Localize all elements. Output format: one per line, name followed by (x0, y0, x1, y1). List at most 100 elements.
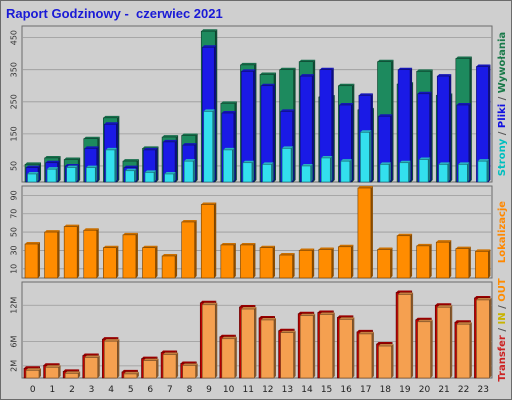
bar-in-top (358, 331, 374, 334)
bar-transfer-top (337, 315, 354, 318)
bar-lokalizacje-side (96, 228, 99, 278)
bar-pliki-top (163, 139, 178, 142)
x-tick-label: 15 (321, 385, 332, 395)
x-tick-label: 10 (223, 385, 235, 395)
bar-strony-side (271, 162, 274, 182)
bar-in-top (300, 313, 316, 316)
bar-transfer-top (317, 310, 334, 313)
bar-strony (281, 148, 292, 183)
bar-lokalizacje-top (279, 253, 295, 256)
bar-strony-top (66, 165, 78, 168)
bar-strony-side (232, 147, 235, 182)
bar-in (260, 319, 275, 379)
bar-strony (418, 159, 429, 183)
x-tick-label: 12 (262, 385, 273, 395)
bar-in-side (430, 319, 433, 378)
bar-transfer-top (356, 329, 373, 332)
bar-strony-top (321, 155, 333, 158)
bar-strony-top (458, 162, 470, 165)
bar-in (123, 373, 138, 379)
bar-strony-top (86, 165, 98, 168)
bar-strony (144, 172, 155, 183)
bar-strony-top (380, 162, 391, 165)
bar-lokalizacje (357, 187, 372, 279)
bar-in-side (39, 368, 41, 378)
bar-lokalizacje-side (292, 253, 295, 278)
bar-lokalizacje-side (273, 245, 275, 278)
bar-wywołania-top (416, 69, 433, 72)
bar-strony-side (428, 157, 431, 182)
bar-lokalizacje-top (338, 244, 354, 247)
bar-lokalizacje-top (318, 247, 334, 250)
y-axis-label-visits: Lokalizacje (497, 201, 508, 263)
bar-strony (438, 164, 449, 183)
bar-lokalizacje-top (260, 245, 275, 248)
bar-lokalizacje-top (142, 245, 158, 248)
bar-lokalizacje-side (390, 247, 393, 278)
bar-strony-side (467, 162, 470, 182)
bar-strony-side (447, 162, 450, 182)
bar-in (241, 308, 255, 379)
bar-lokalizacje (259, 247, 274, 279)
bar-lokalizacje (279, 254, 293, 279)
bar-in-top (417, 319, 433, 322)
bar-transfer-top (298, 311, 315, 314)
bar-strony-side (193, 159, 196, 182)
bar-lokalizacje-top (436, 240, 452, 243)
bar-in (143, 360, 157, 379)
bar-lokalizacje-side (410, 233, 413, 278)
bar-lokalizacje (83, 229, 98, 279)
bar-in-top (456, 322, 472, 325)
bar-in (339, 319, 353, 379)
bar-transfer-top (454, 320, 471, 323)
bar-in-top (182, 363, 198, 366)
x-tick-label: 5 (128, 385, 134, 395)
bar-in-top (163, 352, 179, 355)
bar-in-top (104, 339, 120, 342)
bar-in-top (378, 344, 394, 347)
bar-in-top (261, 317, 276, 320)
bar-strony-top (301, 163, 313, 166)
bar-in-side (234, 336, 237, 378)
bar-lokalizacje (377, 249, 391, 279)
bar-lokalizacje (455, 248, 470, 279)
y-axis-label-traffic: Strony / Pliki / Wywołania (497, 32, 508, 176)
bar-lokalizacje-top (397, 233, 413, 236)
bar-lokalizacje (63, 226, 78, 279)
bar-in (201, 304, 216, 379)
bar-transfer-top (474, 295, 491, 298)
y-tick-label: 50 (10, 161, 19, 171)
bar-lokalizacje (44, 231, 58, 279)
bar-in (476, 299, 490, 379)
bar-in (45, 366, 59, 379)
bar-transfer-top (396, 290, 413, 293)
bar-in-side (313, 313, 316, 378)
bar-lokalizacje-top (44, 230, 60, 233)
bar-pliki-side (331, 67, 334, 182)
bar-in-side (274, 317, 276, 378)
x-tick-label: 18 (380, 385, 392, 395)
bar-lokalizacje-top (25, 242, 40, 245)
bar-wywołania-top (162, 135, 179, 138)
bar-pliki-top (45, 160, 60, 163)
bar-lokalizacje-side (214, 202, 217, 278)
bar-in-top (280, 330, 296, 333)
bar-lokalizacje-side (429, 243, 432, 278)
bar-in-top (84, 355, 100, 358)
bar-strony (203, 111, 214, 183)
bar-in-side (293, 330, 296, 378)
plot-area-traffic (21, 25, 493, 183)
bar-lokalizacje (181, 221, 195, 279)
bar-wywołania-top (220, 101, 237, 104)
bar-lokalizacje (475, 251, 489, 279)
bar-wywołania-top (279, 67, 296, 70)
x-tick-label: 6 (147, 385, 153, 395)
bar-strony (301, 165, 311, 183)
bar-in (456, 323, 471, 379)
bar-transfer-top (435, 303, 452, 306)
bar-strony (458, 164, 468, 183)
bar-pliki-top (104, 122, 119, 125)
bar-lokalizacje (338, 246, 352, 279)
bar-in-top (319, 312, 335, 315)
bar-pliki-top (182, 143, 197, 146)
